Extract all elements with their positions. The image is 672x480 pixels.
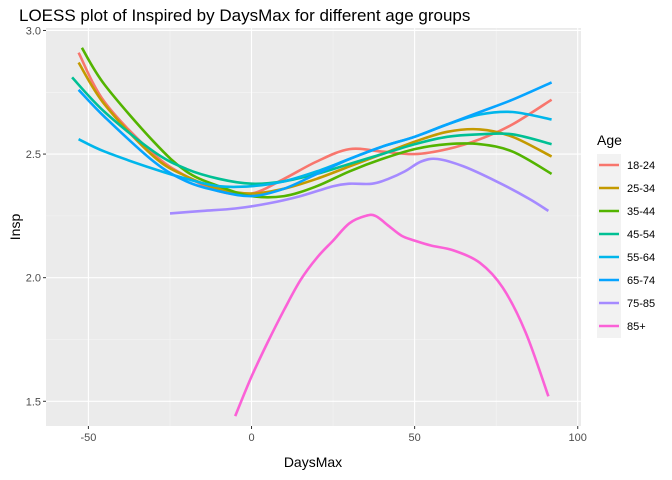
series-line-85+ bbox=[233, 213, 550, 417]
legend-key-background bbox=[597, 154, 621, 338]
legend-label-18-24: 18-24 bbox=[627, 160, 655, 172]
legend-label-45-54: 45-54 bbox=[627, 229, 655, 241]
series-line-65-74 bbox=[77, 81, 553, 198]
y-tick-label: 2.5 bbox=[26, 149, 41, 161]
y-tick-label: 2.0 bbox=[26, 273, 41, 285]
x-tick-label: 50 bbox=[409, 432, 421, 444]
legend-title: Age bbox=[597, 132, 622, 148]
legend-label-65-74: 65-74 bbox=[627, 275, 655, 287]
x-axis: -50 0 50 100 bbox=[80, 426, 587, 444]
legend-label-85+: 85+ bbox=[627, 321, 646, 333]
legend-label-35-44: 35-44 bbox=[627, 206, 655, 218]
legend-label-75-85: 75-85 bbox=[627, 298, 655, 310]
minor-gridlines bbox=[46, 28, 581, 426]
series-line-35-44 bbox=[80, 47, 553, 199]
y-tick-label: 1.5 bbox=[26, 396, 41, 408]
series-lines bbox=[71, 47, 553, 417]
y-tick-label: 3.0 bbox=[26, 25, 41, 37]
major-gridlines bbox=[46, 28, 581, 426]
chart-title: LOESS plot of Inspired by DaysMax for di… bbox=[19, 6, 470, 25]
plot-panel bbox=[46, 28, 581, 426]
x-axis-title: DaysMax bbox=[284, 454, 342, 470]
legend-label-25-34: 25-34 bbox=[627, 183, 655, 195]
x-tick-label: -50 bbox=[80, 432, 96, 444]
legend: Age 18-24 25-34 35-44 45-54 55-64 65-74 75-85 8… bbox=[597, 132, 655, 338]
y-axis-title: Insp bbox=[7, 214, 23, 241]
x-tick-label: 0 bbox=[248, 432, 254, 444]
series-line-25-34 bbox=[77, 61, 553, 195]
x-tick-label: 100 bbox=[569, 432, 587, 444]
y-axis: 1.5 2.0 2.5 3.0 bbox=[26, 25, 46, 408]
legend-label-55-64: 55-64 bbox=[627, 252, 655, 264]
series-line-75-85 bbox=[169, 157, 550, 215]
